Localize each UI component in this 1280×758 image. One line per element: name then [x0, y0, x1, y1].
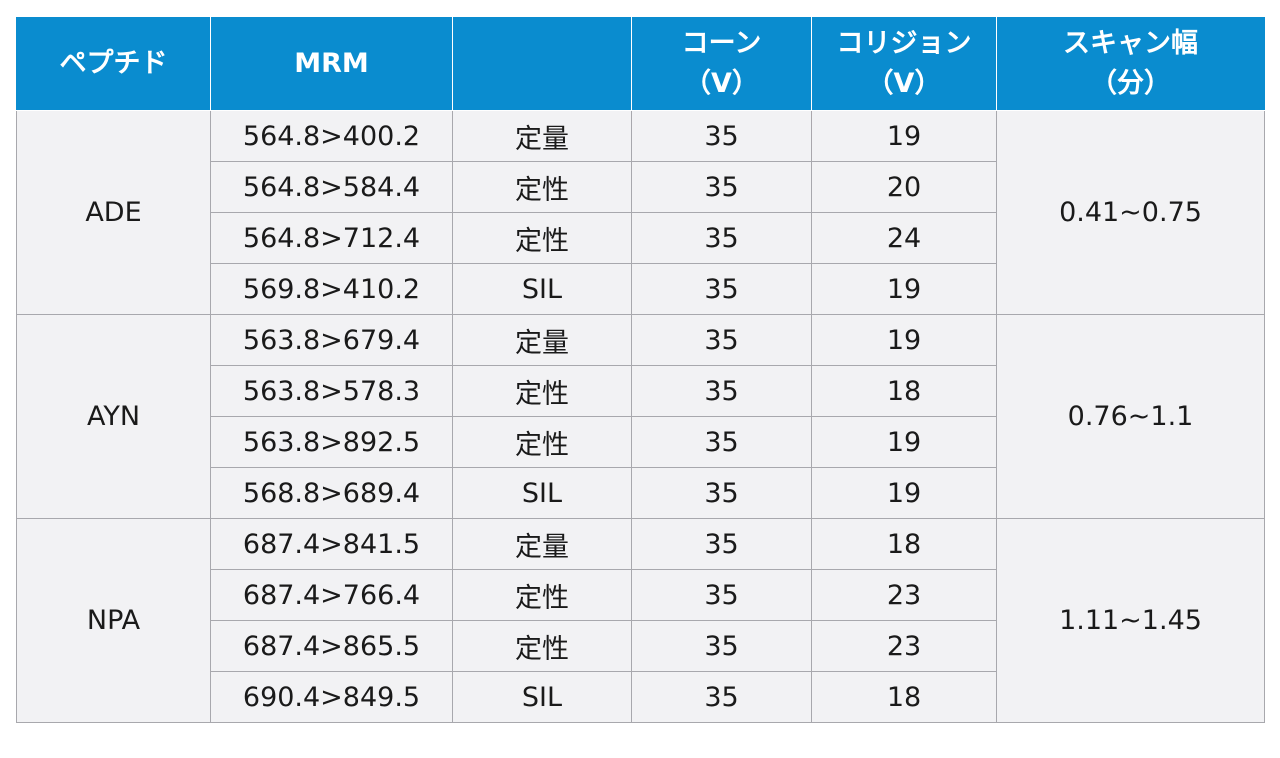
header-collision: コリジョン （V） [811, 17, 997, 111]
header-collision-unit: （V） [866, 68, 942, 99]
header-scan-window: スキャン幅 （分） [996, 17, 1265, 111]
type-cell: 定量 [452, 314, 632, 366]
type-cell: 定性 [452, 365, 632, 417]
cone-voltage-cell: 35 [631, 314, 812, 366]
cone-voltage-cell: 35 [631, 263, 812, 315]
cone-voltage-cell: 35 [631, 416, 812, 468]
cone-voltage-cell: 35 [631, 365, 812, 417]
cone-voltage-cell: 35 [631, 518, 812, 570]
scan-window-cell: 0.76~1.1 [996, 314, 1265, 519]
collision-voltage-cell: 18 [811, 671, 997, 723]
type-cell: SIL [452, 671, 632, 723]
collision-voltage-cell: 19 [811, 314, 997, 366]
type-cell: 定性 [452, 212, 632, 264]
cone-voltage-cell: 35 [631, 161, 812, 213]
collision-voltage-cell: 18 [811, 518, 997, 570]
cone-voltage-cell: 35 [631, 212, 812, 264]
table-row: 568.8>689.4 SIL 35 19 [17, 467, 1265, 519]
type-cell: 定性 [452, 161, 632, 213]
mrm-transition-cell: 569.8>410.2 [210, 263, 453, 315]
table-row: AYN 563.8>679.4 定量 35 19 0.76~1.1 [16, 314, 1265, 519]
type-cell: 定性 [452, 620, 632, 672]
header-scan-unit: （分） [1090, 68, 1171, 99]
mrm-transition-cell: 687.4>841.5 [210, 518, 453, 570]
type-cell: SIL [452, 263, 632, 315]
header-row: ペプチド MRM コーン （V） コリジョン （V） スキャン幅 （分） [16, 17, 1265, 111]
mrm-transition-cell: 564.8>584.4 [210, 161, 453, 213]
table-row: 687.4>766.4 定性 35 23 [17, 569, 1265, 621]
cone-voltage-cell: 35 [631, 620, 812, 672]
mrm-transition-cell: 687.4>865.5 [210, 620, 453, 672]
type-cell: 定量 [452, 518, 632, 570]
collision-voltage-cell: 19 [811, 263, 997, 315]
header-cone: コーン （V） [631, 17, 812, 111]
table-body: ADE 564.8>400.2 定量 35 19 0.41~0.75 564.8>584.4… [16, 110, 1265, 723]
mrm-transition-cell: 564.8>712.4 [210, 212, 453, 264]
type-cell: 定量 [452, 110, 632, 162]
header-collision-label: コリジョン [836, 28, 972, 59]
table-row: 564.8>584.4 定性 35 20 [17, 161, 1265, 213]
collision-voltage-cell: 23 [811, 620, 997, 672]
collision-voltage-cell: 19 [811, 416, 997, 468]
type-cell: 定性 [452, 569, 632, 621]
mrm-transition-cell: 568.8>689.4 [210, 467, 453, 519]
type-cell: SIL [452, 467, 632, 519]
scan-window-cell: 1.11~1.45 [996, 518, 1265, 723]
scan-window-cell: 0.41~0.75 [996, 110, 1265, 315]
mrm-transition-cell: 564.8>400.2 [210, 110, 453, 162]
mrm-transition-cell: 690.4>849.5 [210, 671, 453, 723]
mrm-transition-cell: 563.8>892.5 [210, 416, 453, 468]
type-cell: 定性 [452, 416, 632, 468]
peptide-cell: AYN [16, 314, 211, 519]
table-row: ADE 564.8>400.2 定量 35 19 0.41~0.75 [16, 110, 1265, 315]
mrm-transition-cell: 563.8>578.3 [210, 365, 453, 417]
table-row: 687.4>865.5 定性 35 23 [17, 620, 1265, 672]
mrm-transition-cell: 687.4>766.4 [210, 569, 453, 621]
collision-voltage-cell: 23 [811, 569, 997, 621]
table-row: 690.4>849.5 SIL 35 18 [17, 671, 1265, 723]
table-row: 564.8>712.4 定性 35 24 [17, 212, 1265, 264]
cone-voltage-cell: 35 [631, 569, 812, 621]
collision-voltage-cell: 24 [811, 212, 997, 264]
header-cone-label: コーン [681, 28, 762, 59]
table-header: ペプチド MRM コーン （V） コリジョン （V） スキャン幅 （分） [16, 17, 1265, 111]
header-type [452, 17, 632, 111]
collision-voltage-cell: 19 [811, 110, 997, 162]
collision-voltage-cell: 19 [811, 467, 997, 519]
header-scan-label: スキャン幅 [1063, 28, 1198, 59]
mrm-transition-cell: 563.8>679.4 [210, 314, 453, 366]
peptide-cell: ADE [16, 110, 211, 315]
mrm-parameters-table: ペプチド MRM コーン （V） コリジョン （V） スキャン幅 （分） ADE… [16, 17, 1265, 723]
peptide-cell: NPA [16, 518, 211, 723]
table-row: 563.8>892.5 定性 35 19 [17, 416, 1265, 468]
collision-voltage-cell: 18 [811, 365, 997, 417]
cone-voltage-cell: 35 [631, 467, 812, 519]
collision-voltage-cell: 20 [811, 161, 997, 213]
table-row: 569.8>410.2 SIL 35 19 [17, 263, 1265, 315]
header-cone-unit: （V） [684, 68, 759, 99]
cone-voltage-cell: 35 [631, 671, 812, 723]
header-mrm: MRM [210, 17, 453, 111]
cone-voltage-cell: 35 [631, 110, 812, 162]
table-row: NPA 687.4>841.5 定量 35 18 1.11~1.45 [16, 518, 1265, 723]
header-peptide: ペプチド [16, 17, 211, 111]
